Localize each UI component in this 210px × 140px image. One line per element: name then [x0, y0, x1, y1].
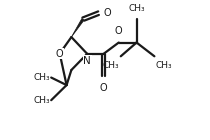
Text: CH₃: CH₃: [156, 61, 172, 71]
Text: O: O: [56, 49, 64, 59]
Text: O: O: [100, 83, 108, 93]
Text: CH₃: CH₃: [128, 4, 145, 13]
Text: O: O: [115, 26, 122, 36]
Polygon shape: [71, 18, 84, 37]
Text: CH₃: CH₃: [33, 96, 50, 105]
Text: CH₃: CH₃: [33, 73, 50, 82]
Text: CH₃: CH₃: [103, 61, 119, 71]
Text: N: N: [83, 56, 91, 66]
Text: O: O: [103, 8, 111, 18]
